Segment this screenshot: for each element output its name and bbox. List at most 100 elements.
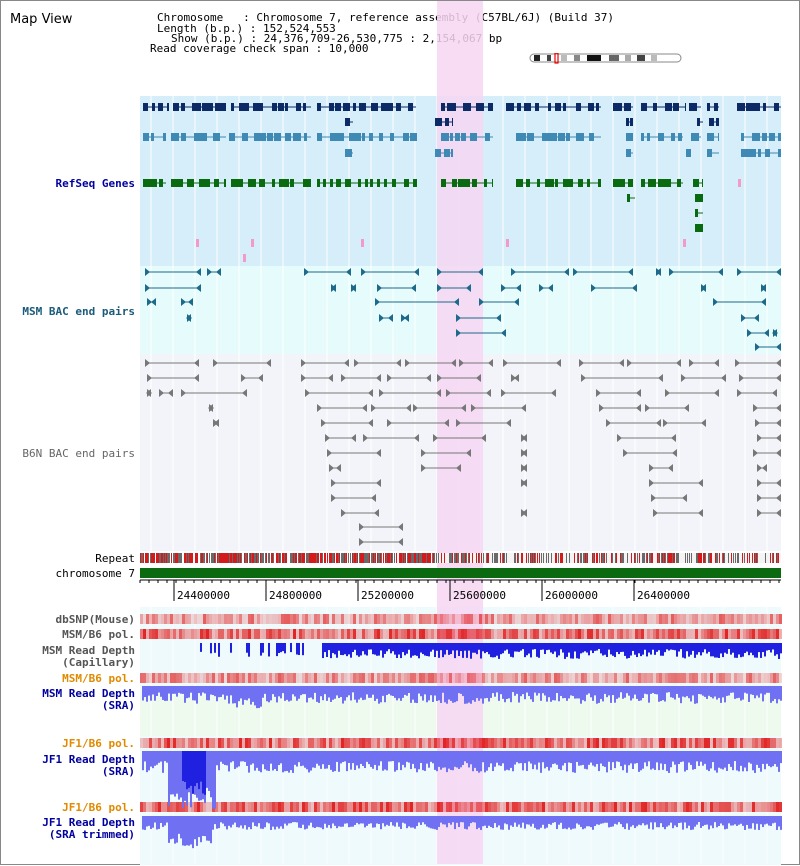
msm-pol2-cell <box>626 673 629 683</box>
jf1-pol-cell <box>629 738 632 748</box>
msm-pol-cell <box>710 629 713 639</box>
repeat-bar <box>652 553 653 563</box>
jf1-pol2-cell <box>722 802 725 812</box>
msm-pol-cell <box>356 629 359 639</box>
repeat-bar <box>614 553 615 563</box>
gene-track-5-exon <box>207 179 210 187</box>
msm-cap-depth <box>560 643 562 650</box>
msm-pol2-cell <box>476 673 479 683</box>
track-label-msm-depth-cap[interactable]: MSM Read Depth <box>42 644 135 657</box>
jf1-sra-depth <box>740 751 742 766</box>
jf1-sra-depth <box>574 751 576 773</box>
jf1-trim-depth <box>506 816 508 825</box>
jf1-trim-depth <box>502 816 504 830</box>
track-label-jf1-depth[interactable]: JF1 Read Depth <box>42 753 135 766</box>
b6n-bac-pair-end <box>241 374 246 382</box>
dbsnp-cell <box>731 614 734 624</box>
track-label-msm-depth-sra[interactable]: MSM Read Depth <box>42 687 135 700</box>
dbsnp-cell <box>458 614 461 624</box>
msm-cap-depth <box>620 643 622 652</box>
repeat-bar <box>351 553 352 563</box>
repeat-bar <box>673 553 674 563</box>
jf1-sra-depth <box>368 751 370 765</box>
repeat-bar <box>327 553 328 563</box>
jf1-sra-depth <box>396 751 398 771</box>
msm-bac-pair-end <box>632 284 637 292</box>
jf1-pol2-cell <box>173 802 176 812</box>
msm-pol2-cell <box>629 673 632 683</box>
jf1-sra-depth <box>278 751 280 766</box>
jf1-sra-depth <box>212 751 214 809</box>
jf1-trim-depth <box>338 816 340 827</box>
gene-track-1-exon <box>746 103 752 111</box>
dbsnp-cell <box>704 614 707 624</box>
gene-track-4-exon <box>758 149 761 157</box>
jf1-pol2-cell <box>479 802 482 812</box>
msm-pol-cell <box>185 629 188 639</box>
repeat-bar <box>570 553 571 563</box>
dbsnp-cell <box>503 614 506 624</box>
msm-sra-depth <box>312 686 314 700</box>
repeat-bar <box>728 553 729 563</box>
jf1-sra-depth-core <box>198 751 200 790</box>
repeat-bar <box>155 553 156 563</box>
jf1-pol2-cell <box>593 802 596 812</box>
jf1-sra-depth-core <box>190 751 192 786</box>
msm-pol2-cell <box>266 673 269 683</box>
msm-pol2-cell <box>347 673 350 683</box>
dbsnp-cell <box>455 614 458 624</box>
msm-pol-cell <box>317 629 320 639</box>
msm-sra-depth <box>458 686 460 694</box>
jf1-trim-depth <box>354 816 356 825</box>
gene-track-5-exon <box>570 179 573 187</box>
jf1-pol-cell <box>746 738 749 748</box>
jf1-trim-depth <box>592 816 594 830</box>
msm-pol2-cell <box>305 673 308 683</box>
track-label-jf1-pol-1[interactable]: JF1/B6 pol. <box>62 737 135 750</box>
repeat-bar <box>759 553 760 563</box>
dbsnp-cell <box>347 614 350 624</box>
jf1-sra-depth <box>776 751 778 767</box>
b6n-bac-pair-end <box>461 404 466 412</box>
gene-track-3-exon <box>362 133 365 141</box>
track-label-msm-pol-1[interactable]: MSM/B6 pol. <box>62 628 135 641</box>
msm-sra-depth <box>764 686 766 695</box>
jf1-sra-depth <box>668 751 670 773</box>
dbsnp-cell <box>257 614 260 624</box>
msm-sra-depth <box>506 686 508 699</box>
jf1-sra-depth <box>548 751 550 771</box>
repeat-bar <box>421 553 422 563</box>
track-label-jf1-trim[interactable]: JF1 Read Depth <box>42 816 135 829</box>
repeat-bar <box>141 553 142 563</box>
jf1-sra-depth <box>302 751 304 766</box>
dbsnp-cell <box>404 614 407 624</box>
jf1-pol-cell <box>719 738 722 748</box>
repeat-bar <box>399 553 400 563</box>
track-label-dbsnp[interactable]: dbSNP(Mouse) <box>55 613 135 626</box>
b6n-bac-pair-end <box>398 523 403 531</box>
msm-bac-pair-end <box>501 329 506 337</box>
msm-sra-depth <box>592 686 594 701</box>
gene-track-3-exon <box>485 133 490 141</box>
repeat-bar <box>379 553 380 563</box>
msm-cap-depth <box>246 643 248 653</box>
chromosome-ideogram[interactable] <box>529 53 683 64</box>
jf1-pol-cell <box>470 738 473 748</box>
track-label-refseq[interactable]: RefSeq Genes <box>55 177 135 190</box>
msm-sra-depth <box>424 686 426 695</box>
track-label-jf1-pol-2[interactable]: JF1/B6 pol. <box>62 801 135 814</box>
jf1-pol-cell <box>215 738 218 748</box>
msm-cap-depth <box>332 643 334 654</box>
jf1-sra-depth <box>620 751 622 767</box>
repeat-bar <box>205 553 206 563</box>
msm-pol-cell <box>308 629 311 639</box>
track-label-msm-bac[interactable]: MSM BAC end pairs <box>22 305 135 318</box>
track-label-b6n-bac[interactable]: B6N BAC end pairs <box>22 447 135 460</box>
track-label-msm-pol-2[interactable]: MSM/B6 pol. <box>62 672 135 685</box>
msm-pol2-cell <box>218 673 221 683</box>
jf1-sra-depth <box>282 751 284 773</box>
jf1-pol-cell <box>728 738 731 748</box>
msm-sra-depth <box>588 686 590 694</box>
repeat-bar <box>194 553 195 563</box>
